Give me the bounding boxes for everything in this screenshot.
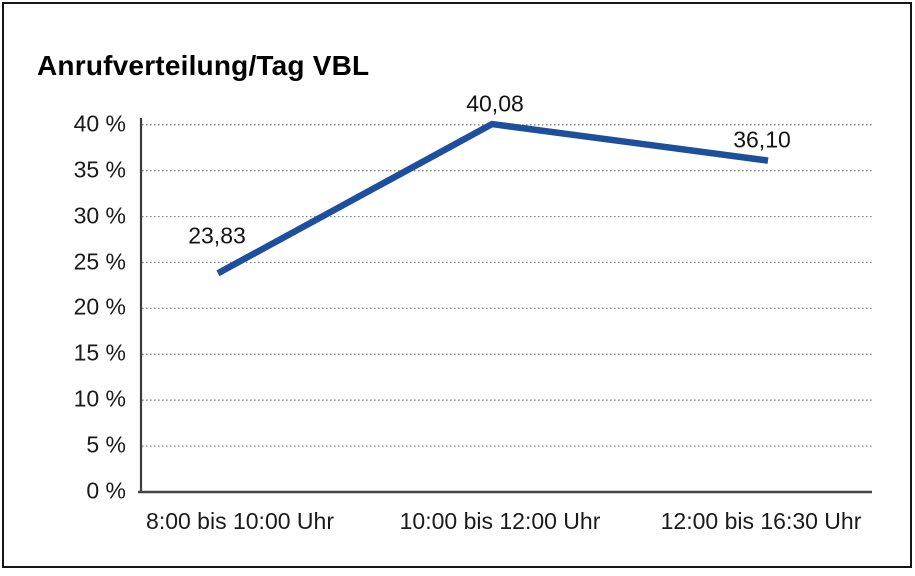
y-axis-tick-label: 10 %	[73, 385, 126, 412]
y-axis-tick-label: 30 %	[73, 202, 126, 229]
data-series-line	[216, 120, 769, 277]
chart-frame	[2, 2, 912, 568]
y-axis-tick-label: 20 %	[73, 293, 126, 320]
x-axis-category-label: 12:00 bis 16:30 Uhr	[660, 508, 862, 534]
y-axis-tick-label: 0 %	[86, 477, 126, 504]
y-axis-tick-label: 35 %	[73, 156, 126, 183]
data-point-label: 40,08	[466, 90, 524, 117]
y-axis-tick-label: 5 %	[86, 431, 126, 458]
y-axis-tick-label: 25 %	[73, 247, 126, 274]
data-point-label: 23,83	[188, 222, 246, 249]
chart-title: Anrufverteilung/Tag VBL	[37, 49, 370, 81]
x-axis-category-label: 10:00 bis 12:00 Uhr	[399, 508, 601, 534]
y-axis-tick-label: 15 %	[73, 339, 126, 366]
data-point-label: 36,10	[733, 126, 791, 153]
x-axis-category-label: 8:00 bis 10:00 Uhr	[146, 508, 334, 534]
y-axis-tick-label: 40 %	[73, 110, 126, 137]
